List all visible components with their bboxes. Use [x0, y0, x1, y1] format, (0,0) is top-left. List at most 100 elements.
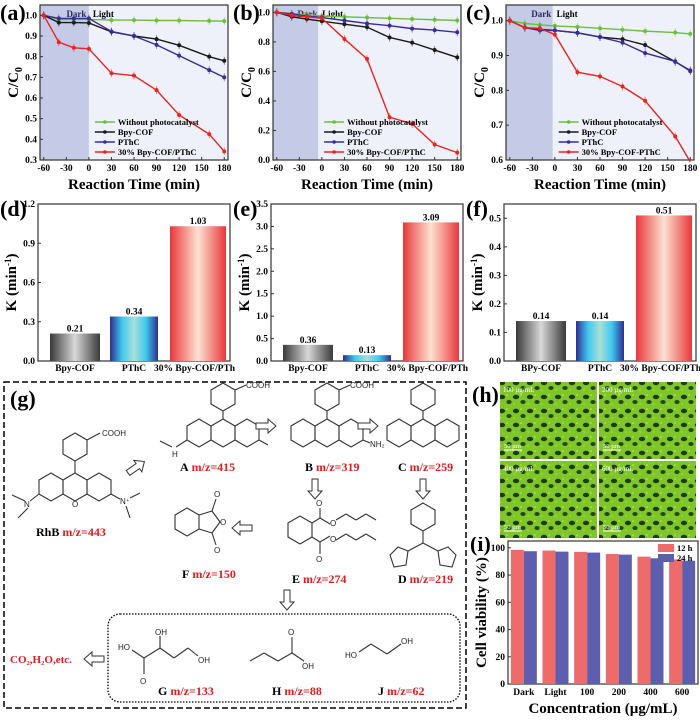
- data-point: [132, 73, 136, 78]
- arrow-rhb-to-a: [125, 459, 146, 477]
- bar-value-label: 0.36: [300, 336, 317, 346]
- y-tick-label: 0.3: [25, 156, 37, 166]
- label-a: A m/z=415: [180, 460, 235, 474]
- micrograph-200: 200 µg/mL 50 µm: [599, 382, 696, 459]
- x-axis-label: Reaction Time (min): [68, 177, 200, 193]
- structure-a: COOH H: [159, 381, 270, 459]
- panel-label: (i): [470, 537, 491, 556]
- data-point: [643, 51, 648, 56]
- panel-label: (a): [0, 0, 26, 25]
- data-point: [41, 13, 46, 18]
- chart-f: 0.0 0.1 0.2 0.3 0.4 0.5 0.14 BPy-COF 0.14 PThC 0.5…: [466, 196, 700, 374]
- group-nplus: N⁺: [120, 497, 130, 506]
- group-oh: OH: [198, 656, 210, 665]
- panel-label: (c): [466, 0, 490, 25]
- y-tick-label: 3.5: [256, 200, 268, 210]
- micrograph-100: 100 µg/mL 50 µm: [500, 382, 597, 459]
- group-h: H: [172, 450, 178, 459]
- bar: [587, 552, 601, 684]
- y-tick-label: 0.8: [491, 86, 503, 96]
- data-point: [575, 24, 580, 29]
- arrow-a-to-b: [255, 417, 277, 435]
- group-o: O: [140, 677, 146, 686]
- bar: [669, 559, 683, 684]
- data-point: [507, 18, 512, 23]
- data-point: [177, 18, 182, 23]
- x-tick-label: 30: [340, 164, 350, 174]
- data-point: [177, 43, 182, 48]
- legend-marker: [103, 120, 107, 124]
- legend-entry: 30% Bpy-COF-PThC: [582, 147, 661, 157]
- bar: [523, 551, 537, 684]
- y-tick-label: 0.5: [489, 214, 501, 224]
- x-tick-label: Light: [544, 688, 567, 698]
- x-tick-label: 30% Bpy-COF/PThC: [620, 364, 700, 374]
- subscript: 0: [14, 67, 25, 72]
- y-tick-label: 0.5: [256, 335, 268, 345]
- x-tick-label: PThC: [588, 364, 612, 374]
- data-point: [71, 16, 76, 21]
- y-tick-label: 1.0: [25, 11, 37, 21]
- data-point: [86, 20, 91, 25]
- data-point: [222, 19, 227, 24]
- y-tick-label: 60: [496, 598, 506, 608]
- x-tick-label: 30% Bpy-COF/PThC: [387, 364, 468, 374]
- dark-region-label: Dark: [66, 9, 86, 19]
- legend-entry: Bpy-COF: [118, 127, 153, 137]
- y-tick-label: 0.0: [256, 357, 268, 367]
- group-o: O: [72, 500, 78, 509]
- series-line: [509, 20, 691, 163]
- y-tick-label: 0.9: [491, 52, 503, 62]
- y-tick-label: 40: [496, 626, 506, 636]
- group-ho: HO: [118, 643, 130, 652]
- panel-label: (b): [233, 0, 260, 25]
- y-tick-label: 100: [491, 544, 506, 554]
- y-tick-label: 0.3: [23, 318, 35, 328]
- panel-label-h: (h): [472, 382, 499, 407]
- y-axis-label: Cell viability (%): [474, 557, 490, 668]
- x-tick-label: -30: [60, 164, 73, 174]
- scale-bar-label: 50 µm: [504, 443, 521, 450]
- data-point: [222, 75, 227, 80]
- structure-rhb: COOH O N N⁺: [11, 429, 141, 519]
- subscript: 0: [247, 67, 258, 72]
- x-tick-label: -30: [526, 164, 539, 174]
- data-point: [222, 58, 227, 63]
- scheme-border: [3, 381, 467, 709]
- data-point: [56, 40, 61, 45]
- y-tick-label: 20: [496, 653, 506, 663]
- data-point: [552, 28, 557, 33]
- micrograph-grid: (h) 100 µg/mL 50 µm 200 µg/mL 50 µm 400 …: [472, 382, 696, 538]
- data-point: [56, 20, 61, 25]
- data-point: [552, 32, 557, 37]
- structure-e: O O O O: [287, 499, 377, 564]
- degradation-scheme: (g) COOH O N N⁺ RhB m/z=443 COOH H A m/z…: [3, 381, 467, 709]
- label-e: E m/z=274: [292, 572, 347, 586]
- structure-b: COOH NH₂: [290, 381, 385, 449]
- y-axis-label: K (min-1): [3, 254, 20, 312]
- legend-entry: Bpy-COF: [582, 127, 617, 137]
- bar: [283, 344, 333, 361]
- group-cooh: COOH: [246, 381, 270, 390]
- bar: [618, 554, 632, 684]
- y-tick-label: 0.6: [258, 67, 270, 77]
- bar-value-label: 0.14: [592, 312, 609, 322]
- legend-marker: [566, 130, 571, 134]
- y-tick-label: 1.0: [491, 17, 503, 27]
- paren: ): [470, 254, 486, 259]
- x-tick-label: 90: [385, 164, 395, 174]
- bar: [605, 553, 619, 684]
- x-tick-label: 120: [405, 164, 420, 174]
- data-point: [410, 121, 415, 126]
- data-point: [620, 84, 625, 89]
- group-cooh: COOH: [102, 429, 126, 438]
- series-line: [509, 20, 691, 72]
- scale-bar-label: 50 µm: [504, 524, 521, 531]
- data-point: [620, 40, 625, 45]
- data-point: [410, 17, 415, 22]
- bar: [110, 316, 158, 361]
- x-tick-label: 150: [661, 164, 676, 174]
- dark-region: [40, 5, 89, 160]
- data-point: [673, 59, 678, 64]
- legend-marker: [566, 140, 571, 144]
